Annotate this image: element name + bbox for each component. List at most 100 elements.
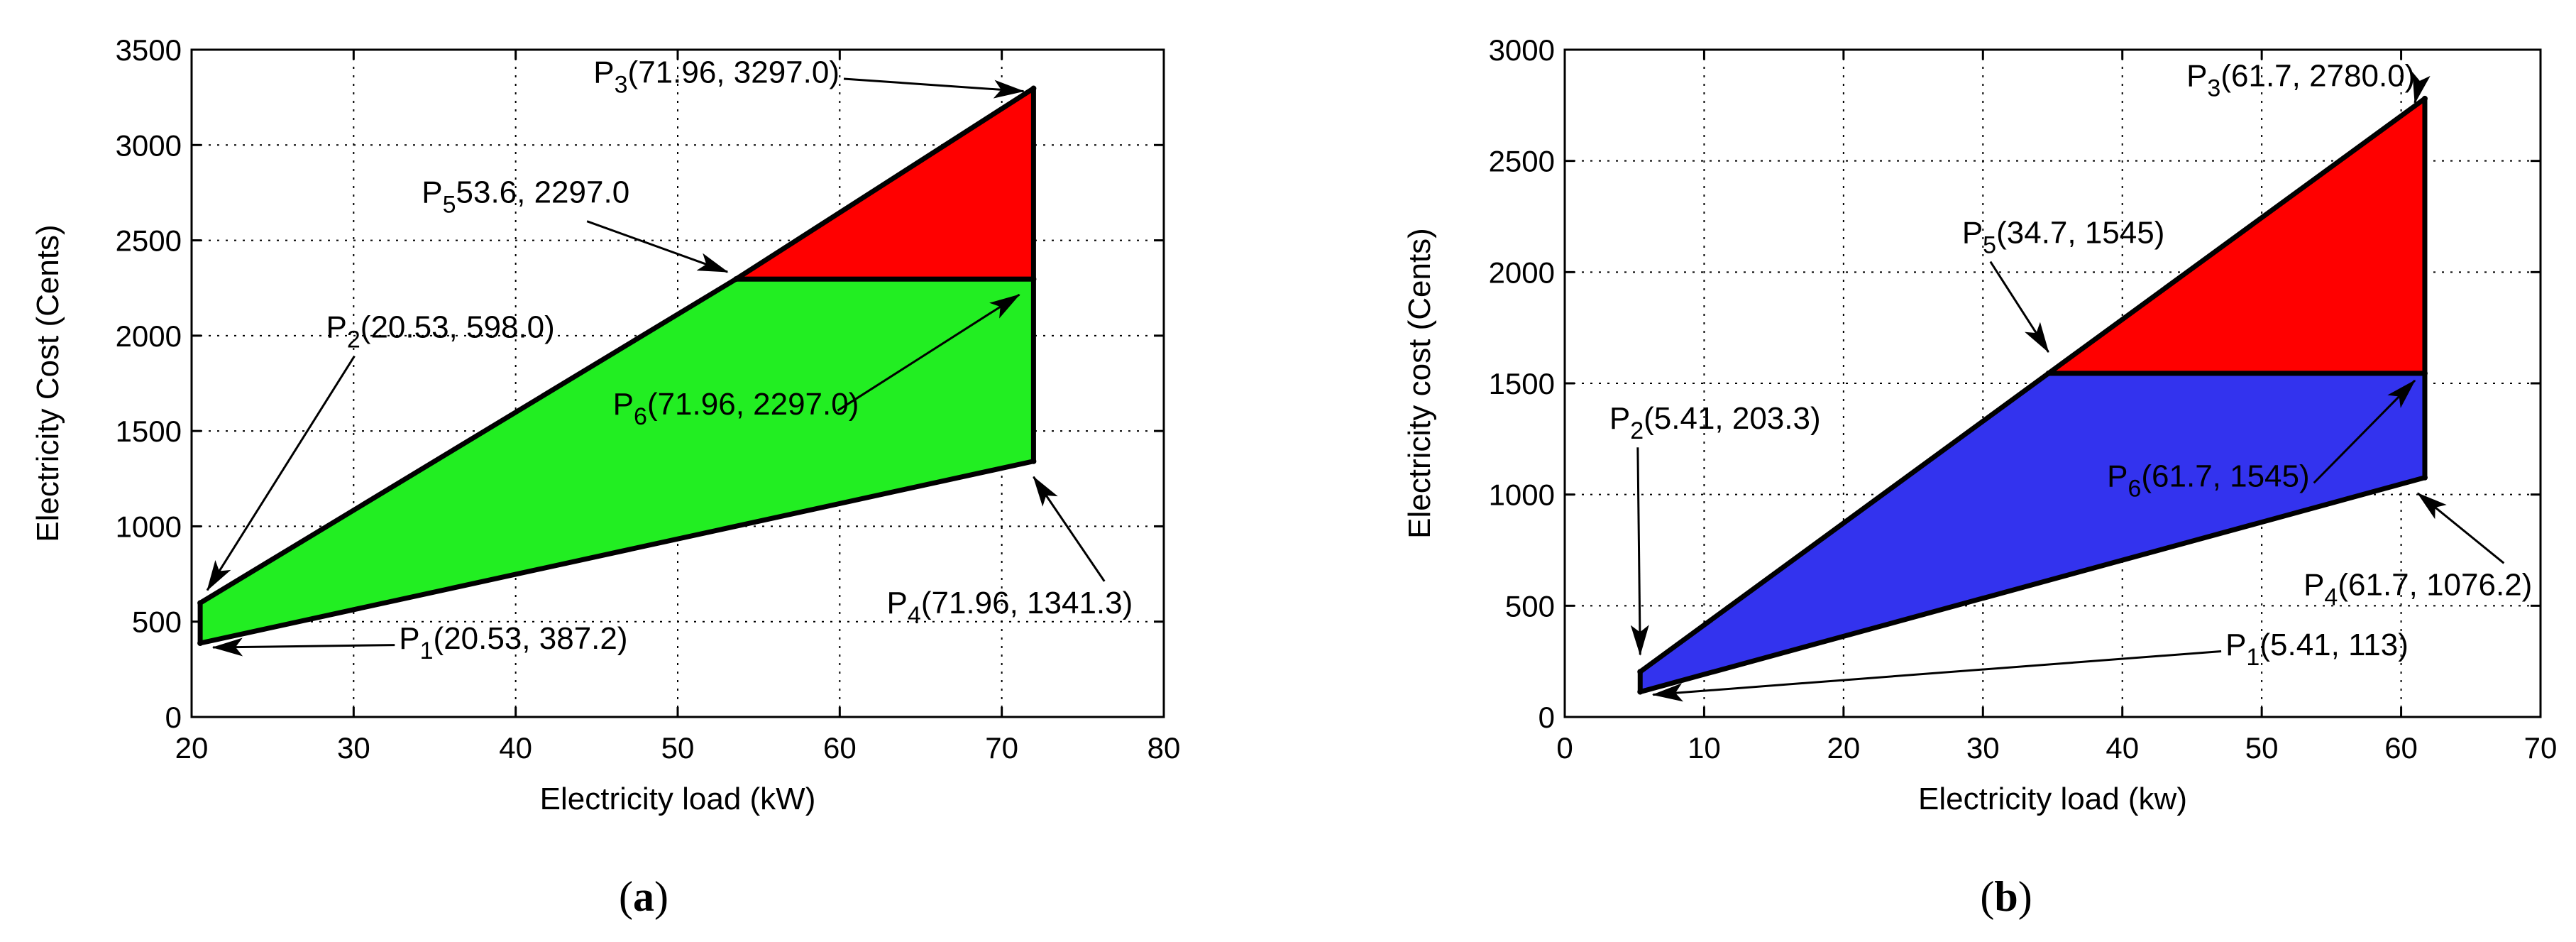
x-tick-label: 20 [1827,731,1860,765]
annotation-label: P4(61.7, 1076.2) [2303,567,2532,610]
y-axis-label: Electricity cost (Cents) [1402,228,1437,539]
annotation-value: (71.96, 1341.3) [921,586,1133,620]
y-tick-label: 3000 [116,128,182,162]
annotation-arrow [586,220,729,273]
annotation-label: P5(34.7, 1545) [1962,216,2165,259]
annotation-subscript: 5 [443,192,456,219]
annotation-subscript: 5 [1983,232,1996,259]
annotation-p1: P1(20.53, 387.2) [211,621,628,664]
annotation-subscript: 6 [2128,476,2141,503]
annotation-subscript: 2 [347,327,360,354]
annotation-arrow [843,77,1025,99]
data-point-p3 [2421,95,2428,102]
annotation-subscript: 6 [634,403,647,430]
annotation-arrow [211,637,395,657]
chart-panel-a: 20 30 40 50 60 70 80 0 500 1000 1500 2000 2500 3000 35… [31,33,1181,920]
annotation-arrow [1033,476,1106,582]
annotation-subscript: 4 [2324,584,2338,610]
x-tick-label: 50 [2245,731,2279,765]
region-upper [733,86,1036,282]
annotation-p1: P1(5.41, 113) [1651,628,2409,702]
y-tick-label: 1500 [116,415,182,448]
annotation-arrow [206,355,356,591]
y-tick-label: 1000 [1489,478,1555,512]
annotation-arrow [2416,492,2505,564]
chart-b-svg: 0 10 20 30 40 50 60 70 0 500 1000 1500 2000 2500 3000 E… [1402,33,2558,920]
chart-a-svg: 20 30 40 50 60 70 8005001000150020002500300035… [31,33,1181,920]
annotation-letter: P [887,586,908,620]
panel-caption: (a) [619,873,668,920]
annotation-letter: P [2107,459,2128,494]
annotation-letter: P [1609,401,1630,436]
annotation-subscript: 1 [2246,644,2259,671]
annotation-arrow [2412,72,2431,104]
annotation-value: (34.7, 1545) [1996,216,2164,251]
annotation-label: P2(20.53, 598.0) [326,310,555,354]
x-tick-label: 70 [2524,731,2558,765]
annotation-label: P2(5.41, 203.3) [1609,401,1821,444]
annotation-p4: P4(71.96, 1341.3) [887,476,1133,629]
annotation-value: (71.96, 2297.0) [647,387,859,422]
annotation-subscript: 1 [420,637,434,664]
annotation-arrow [1630,447,1649,656]
data-point-p6 [2421,370,2428,376]
annotation-label: P6(71.96, 2297.0) [613,387,859,430]
annotation-subscript: 3 [615,71,628,98]
x-axis-label: Electricity load (kW) [540,782,816,816]
caption-letter: a [633,873,654,920]
annotation-arrow [1651,650,2222,702]
annotation-letter: P [399,621,419,656]
annotation-p6: P6(71.96, 2297.0) [613,293,1020,430]
annotation-letter: P [326,310,347,345]
y-tick-label: 2500 [116,224,182,258]
annotation-p4: P4(61.7, 1076.2) [2303,492,2532,610]
annotation-label: P3(61.7, 2780.0) [2186,59,2415,102]
caption-paren: ) [654,873,668,920]
y-tick-label: 2000 [1489,256,1555,289]
annotation-p2: P2(5.41, 203.3) [1609,401,1821,656]
data-point-p5 [733,276,739,283]
annotation-p3: P3(71.96, 3297.0) [593,55,1025,99]
annotation-p6: P6(61.7, 1545) [2107,379,2416,503]
panel-caption: (b) [1980,873,2032,920]
data-point-p1 [1637,689,1644,695]
annotation-value: 53.6, 2297.0 [456,175,630,210]
annotation-letter: P [2186,59,2207,94]
caption-paren: ) [2018,873,2032,920]
x-tick-label: 50 [661,731,695,765]
x-tick-label: 20 [175,731,209,765]
x-tick-label: 40 [499,731,532,765]
y-tick-label: 0 [1539,701,1555,734]
x-tick-label: 30 [1966,731,2000,765]
x-tick-label: 30 [337,731,370,765]
y-tick-label: 500 [132,606,182,639]
data-point-p4 [1030,458,1037,464]
annotation-letter: P [2303,567,2324,602]
data-point-p2 [1637,669,1644,675]
annotation-letter: P [1962,216,1983,251]
x-tick-label: 80 [1147,731,1181,765]
annotation-label: P1(5.41, 113) [2225,628,2409,671]
annotation-arrow [2313,379,2416,484]
annotation-letter: P [593,55,614,89]
annotation-label: P553.6, 2297.0 [422,175,629,219]
annotation-p2: P2(20.53, 598.0) [206,310,555,591]
y-tick-label: 0 [165,701,182,734]
y-axis-label: Electricity Cost (Cents) [31,224,65,542]
data-point-p6 [1030,276,1037,283]
annotation-arrow [1989,261,2049,354]
annotation-letter: P [613,387,634,422]
chart-panel-b: 0 10 20 30 40 50 60 70 0 500 1000 1500 2000 2500 3000 E… [1288,0,2576,942]
y-tick-label: 2000 [116,319,182,353]
y-tick-label: 500 [1505,589,1555,623]
annotation-subscript: 4 [908,602,921,629]
annotation-value: (61.7, 1545) [2141,459,2309,494]
annotation-label: P6(61.7, 1545) [2107,459,2310,503]
annotation-letter: P [2225,628,2246,662]
region-upper [2046,96,2428,376]
y-tick-label: 2500 [1489,145,1555,178]
y-tick-label: 1000 [116,510,182,543]
annotation-p3: P3(61.7, 2780.0) [2186,59,2431,104]
annotation-value: (5.41, 203.3) [1644,401,1821,436]
x-tick-label: 40 [2106,731,2139,765]
